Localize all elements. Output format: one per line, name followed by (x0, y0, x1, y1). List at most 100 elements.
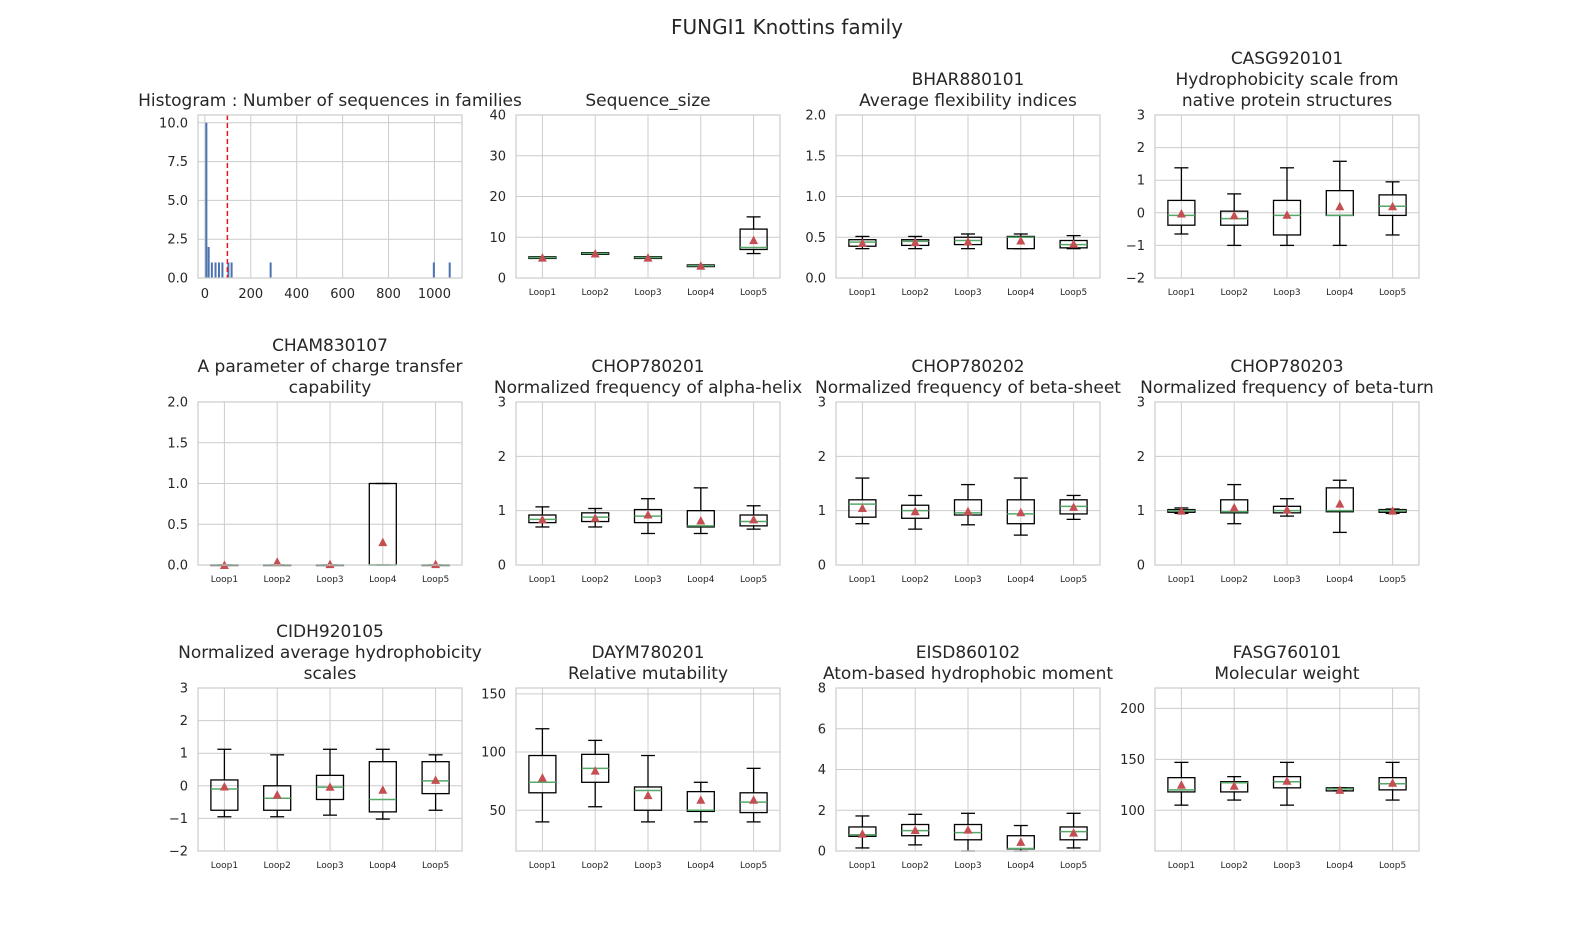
category-label: Loop4 (687, 861, 715, 871)
category-label: Loop1 (529, 861, 556, 871)
y-tick-label: 1.0 (805, 190, 826, 205)
x-tick-label: 200 (238, 287, 263, 302)
mean-marker (1282, 505, 1292, 514)
box-Loop5 (1378, 506, 1407, 515)
box-Loop2 (901, 494, 930, 530)
y-tick-label: 2 (818, 804, 826, 819)
category-label: Loop3 (316, 575, 343, 585)
panels: Histogram : Number of sequences in famil… (138, 49, 1434, 871)
mean-marker (1069, 502, 1079, 511)
category-label: Loop2 (582, 575, 609, 585)
box-Loop3 (633, 253, 663, 262)
mean-marker (1229, 502, 1239, 512)
panel-title-line: Hydrophobicity scale from (1175, 70, 1398, 90)
box-Loop1 (848, 235, 877, 250)
y-tick-label: 0.5 (167, 518, 188, 533)
y-tick-label: 2 (498, 450, 506, 465)
iqr-box (421, 761, 450, 795)
iqr-box (528, 754, 557, 794)
box-Loop5 (1378, 181, 1407, 236)
y-tick-label: 0 (498, 272, 506, 287)
category-label: Loop2 (1221, 575, 1248, 585)
box-Loop3 (1272, 498, 1302, 517)
iqr-box (1325, 487, 1354, 513)
mean-marker (1016, 507, 1026, 517)
category-label: Loop5 (422, 575, 449, 585)
iqr-box (1220, 499, 1249, 514)
iqr-box (368, 761, 397, 813)
y-tick-label: 30 (489, 149, 506, 164)
mean-marker (1069, 828, 1079, 837)
box-Loop5 (1059, 494, 1088, 521)
axes-frame (197, 401, 463, 566)
mean-marker (325, 782, 335, 791)
category-label: Loop3 (954, 288, 981, 298)
mean-marker (910, 825, 920, 835)
panel-title-line: Molecular weight (1214, 664, 1360, 684)
category-label: Loop1 (849, 288, 876, 298)
panel-title-line: EISD860102 (916, 643, 1021, 663)
y-tick-label: 50 (489, 804, 506, 819)
mean-marker (1388, 778, 1398, 787)
box-Loop5 (421, 754, 450, 811)
y-tick-label: 0.5 (805, 231, 826, 246)
axes-frame (515, 687, 781, 852)
box-Loop2 (1220, 483, 1249, 525)
mean-marker (857, 238, 867, 247)
y-tick-label: 4 (818, 763, 826, 778)
panel-title-line: native protein structures (1182, 91, 1392, 111)
y-tick-label: 1.0 (167, 477, 188, 492)
panel-title-line: Normalized frequency of alpha-helix (494, 378, 802, 398)
y-tick-label: 2 (1137, 450, 1145, 465)
category-label: Loop5 (740, 575, 767, 585)
category-label: Loop3 (634, 861, 661, 871)
panel-title-line: scales (304, 664, 357, 684)
y-tick-label: 2.5 (167, 233, 188, 248)
histogram-bar (210, 262, 213, 278)
category-label: Loop4 (1326, 861, 1354, 871)
mean-marker (643, 790, 653, 800)
y-tick-label: 1 (180, 747, 188, 762)
mean-marker (431, 775, 441, 784)
mean-marker (696, 261, 706, 270)
category-label: Loop4 (369, 575, 397, 585)
x-tick-label: 0 (201, 287, 209, 302)
mean-marker (537, 253, 547, 262)
box-Loop4 (1325, 785, 1354, 794)
category-label: Loop4 (369, 861, 397, 871)
panel-title-line: BHAR880101 (912, 70, 1025, 90)
panel-title-line: Normalized frequency of beta-sheet (815, 378, 1121, 398)
mean-marker (1282, 210, 1292, 219)
category-label: Loop3 (634, 575, 661, 585)
category-label: Loop4 (1326, 575, 1354, 585)
mean-marker (910, 506, 920, 516)
mean-marker (1388, 506, 1398, 515)
category-label: Loop4 (1007, 575, 1035, 585)
panel-title-line: Histogram : Number of sequences in famil… (138, 91, 522, 111)
mean-marker (590, 766, 600, 775)
category-label: Loop2 (902, 575, 929, 585)
category-label: Loop1 (529, 575, 556, 585)
box-Loop1 (528, 728, 557, 823)
category-label: Loop4 (1326, 288, 1354, 298)
iqr-box (686, 790, 715, 813)
category-label: Loop3 (634, 288, 661, 298)
category-label: Loop5 (1060, 575, 1087, 585)
iqr-box (1059, 826, 1088, 841)
category-label: Loop5 (1060, 288, 1087, 298)
box-Loop3 (953, 233, 983, 250)
y-tick-label: 100 (1120, 804, 1145, 819)
mean-marker (910, 237, 920, 247)
panel-title-line: Normalized frequency of beta-turn (1140, 378, 1434, 398)
axes-frame (515, 114, 781, 279)
axes-frame (835, 114, 1101, 279)
mean-marker (1016, 837, 1026, 846)
box-Loop5 (739, 767, 768, 823)
category-label: Loop4 (1007, 288, 1035, 298)
y-tick-label: 2.0 (167, 396, 188, 411)
iqr-box (686, 510, 715, 528)
